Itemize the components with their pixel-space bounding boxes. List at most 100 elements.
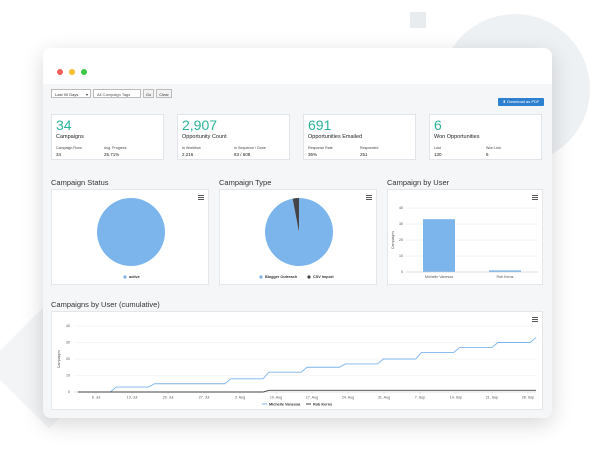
legend-marker	[259, 275, 263, 279]
x-tick-label: 24. Aug	[342, 396, 354, 400]
kpi-sub-value: 251	[360, 152, 368, 157]
campaign-type-panel: Blogger Outreach CSV Import	[219, 189, 377, 285]
x-tick-label: 28. Sep	[522, 396, 534, 400]
x-tick-label: 31. Aug	[378, 396, 390, 400]
kpi-card-opportunity-count: 2,907 Opportunity Count In Workflow 2,21…	[177, 114, 290, 160]
y-tick-label: 40	[66, 324, 70, 328]
download-pdf-label: Download as PDF	[507, 99, 540, 104]
kpi-label: Campaigns	[56, 134, 84, 140]
chevron-down-icon: ▾	[85, 92, 88, 97]
y-tick-label: 10	[66, 374, 70, 378]
kpi-label: Won Opportunities	[434, 134, 480, 140]
kpi-card-opportunities-emailed: 691 Opportunities Emailed Response Rate …	[303, 114, 416, 160]
legend-label: Rob Kerns	[313, 402, 332, 406]
background-square	[410, 12, 426, 28]
y-tick-label: 20	[66, 357, 70, 361]
kpi-sub-value: 130	[434, 152, 442, 157]
series-line	[78, 389, 536, 393]
x-tick-label: 7. Sep	[415, 396, 425, 400]
maximize-window-button[interactable]	[81, 69, 87, 75]
y-tick-label: 30	[66, 341, 70, 345]
chart-menu-icon[interactable]	[532, 195, 538, 200]
legend-marker	[307, 275, 311, 279]
go-button[interactable]: Go	[143, 89, 154, 98]
campaigns-cumulative-chart: 0 10 20 30 40 Campaigns 6. Jul 13. Jul 20. Jul 27…	[57, 324, 537, 406]
kpi-sub-value: 25.71%	[104, 152, 120, 157]
kpi-sub-value: 34	[56, 152, 62, 157]
legend-label: Blogger Outreach	[265, 275, 298, 279]
legend-label: CSV Import	[313, 275, 334, 279]
x-tick-label: 6. Jul	[92, 396, 101, 400]
download-pdf-button[interactable]: ⬇ Download as PDF	[498, 98, 544, 106]
y-tick-label: 10	[399, 254, 403, 258]
minimize-window-button[interactable]	[69, 69, 75, 75]
kpi-sub-label: Avg. Progress	[104, 146, 127, 150]
chart-menu-icon[interactable]	[198, 195, 204, 200]
y-tick-label: 40	[399, 206, 403, 210]
x-tick-label: 21. Sep	[486, 396, 498, 400]
y-axis-label: Campaigns	[391, 231, 395, 249]
y-axis-label: Campaigns	[57, 350, 61, 368]
x-tick-label: 3. Aug	[235, 396, 245, 400]
campaign-type-chart: Blogger Outreach CSV Import	[259, 198, 334, 279]
clear-button[interactable]: Clear	[156, 89, 172, 98]
x-tick-label: 17. Aug	[306, 396, 318, 400]
x-tick-label: 27. Jul	[199, 396, 210, 400]
campaign-status-panel: active	[51, 189, 209, 285]
kpi-sub-value: 2,216	[182, 152, 194, 157]
chart-menu-icon[interactable]	[532, 317, 538, 322]
kpi-card-campaigns: 34 Campaigns Campaign Runs 34 Avg. Progr…	[51, 114, 164, 160]
pie-slice	[292, 198, 299, 232]
y-tick-label: 0	[68, 390, 70, 394]
legend-label: Michelle Vanessa	[269, 402, 301, 406]
campaigns-cumulative-title: Campaigns by User (cumulative)	[51, 300, 160, 309]
kpi-sub-value: 6	[486, 152, 489, 157]
close-window-button[interactable]	[57, 69, 63, 75]
legend-marker	[123, 275, 127, 279]
campaign-type-title: Campaign Type	[219, 178, 272, 187]
kpi-value: 34	[56, 117, 72, 133]
dashboard: Last 90 Days ▾ All Campaign Tags Go Clea…	[43, 84, 552, 418]
x-tick-label: Rob Kerns	[497, 275, 514, 279]
x-tick-label: Michelle Vanessa	[425, 275, 453, 279]
y-tick-label: 30	[399, 222, 403, 226]
date-range-value: Last 90 Days	[55, 92, 79, 97]
kpi-sub-label: Campaign Runs	[56, 146, 82, 150]
chart-menu-icon[interactable]	[366, 195, 372, 200]
kpi-sub-label: Lost	[434, 146, 441, 150]
download-icon: ⬇	[502, 99, 506, 104]
kpi-sub-label: Won Link	[486, 146, 501, 150]
x-tick-label: 14. Sep	[450, 396, 462, 400]
kpi-sub-value: 83 / 608	[234, 152, 251, 157]
x-tick-label: 20. Jul	[163, 396, 174, 400]
kpi-sub-label: In Workflow	[182, 146, 201, 150]
bar	[489, 270, 521, 272]
kpi-label: Opportunity Count	[182, 134, 227, 140]
campaign-status-chart: active	[97, 198, 165, 279]
bar	[423, 219, 455, 272]
x-tick-label: 10. Aug	[270, 396, 282, 400]
kpi-value: 6	[434, 117, 442, 133]
kpi-sub-label: Responded	[360, 146, 379, 150]
campaign-tags-input[interactable]: All Campaign Tags	[93, 89, 141, 98]
campaign-by-user-panel: 0 10 20 30 40 Campaigns Michelle Vanessa Rob Ke…	[387, 189, 543, 285]
kpi-sub-value: 36%	[308, 152, 318, 157]
kpi-label: Opportunities Emailed	[308, 134, 363, 140]
kpi-sub-label: In Sequence / Done	[234, 146, 266, 150]
campaign-by-user-title: Campaign by User	[387, 178, 450, 187]
kpi-value: 2,907	[182, 117, 218, 133]
y-tick-label: 20	[399, 238, 403, 242]
app-window: Last 90 Days ▾ All Campaign Tags Go Clea…	[43, 48, 552, 418]
campaigns-cumulative-panel: 0 10 20 30 40 Campaigns 6. Jul 13. Jul 20. Jul 27…	[51, 311, 543, 410]
kpi-value: 691	[308, 117, 332, 133]
y-tick-label: 0	[401, 270, 403, 274]
pie-slice	[97, 198, 165, 266]
campaign-by-user-chart: 0 10 20 30 40 Campaigns Michelle Vanessa Rob Ke…	[391, 206, 538, 279]
kpi-card-won-opportunities: 6 Won Opportunities Lost 130 Won Link 6	[429, 114, 542, 160]
legend-label: active	[129, 275, 140, 279]
date-range-select[interactable]: Last 90 Days ▾	[51, 89, 91, 98]
campaign-status-title: Campaign Status	[51, 178, 109, 187]
kpi-sub-label: Response Rate	[308, 146, 333, 150]
series-line	[78, 337, 537, 393]
campaign-tags-placeholder: All Campaign Tags	[97, 92, 131, 97]
